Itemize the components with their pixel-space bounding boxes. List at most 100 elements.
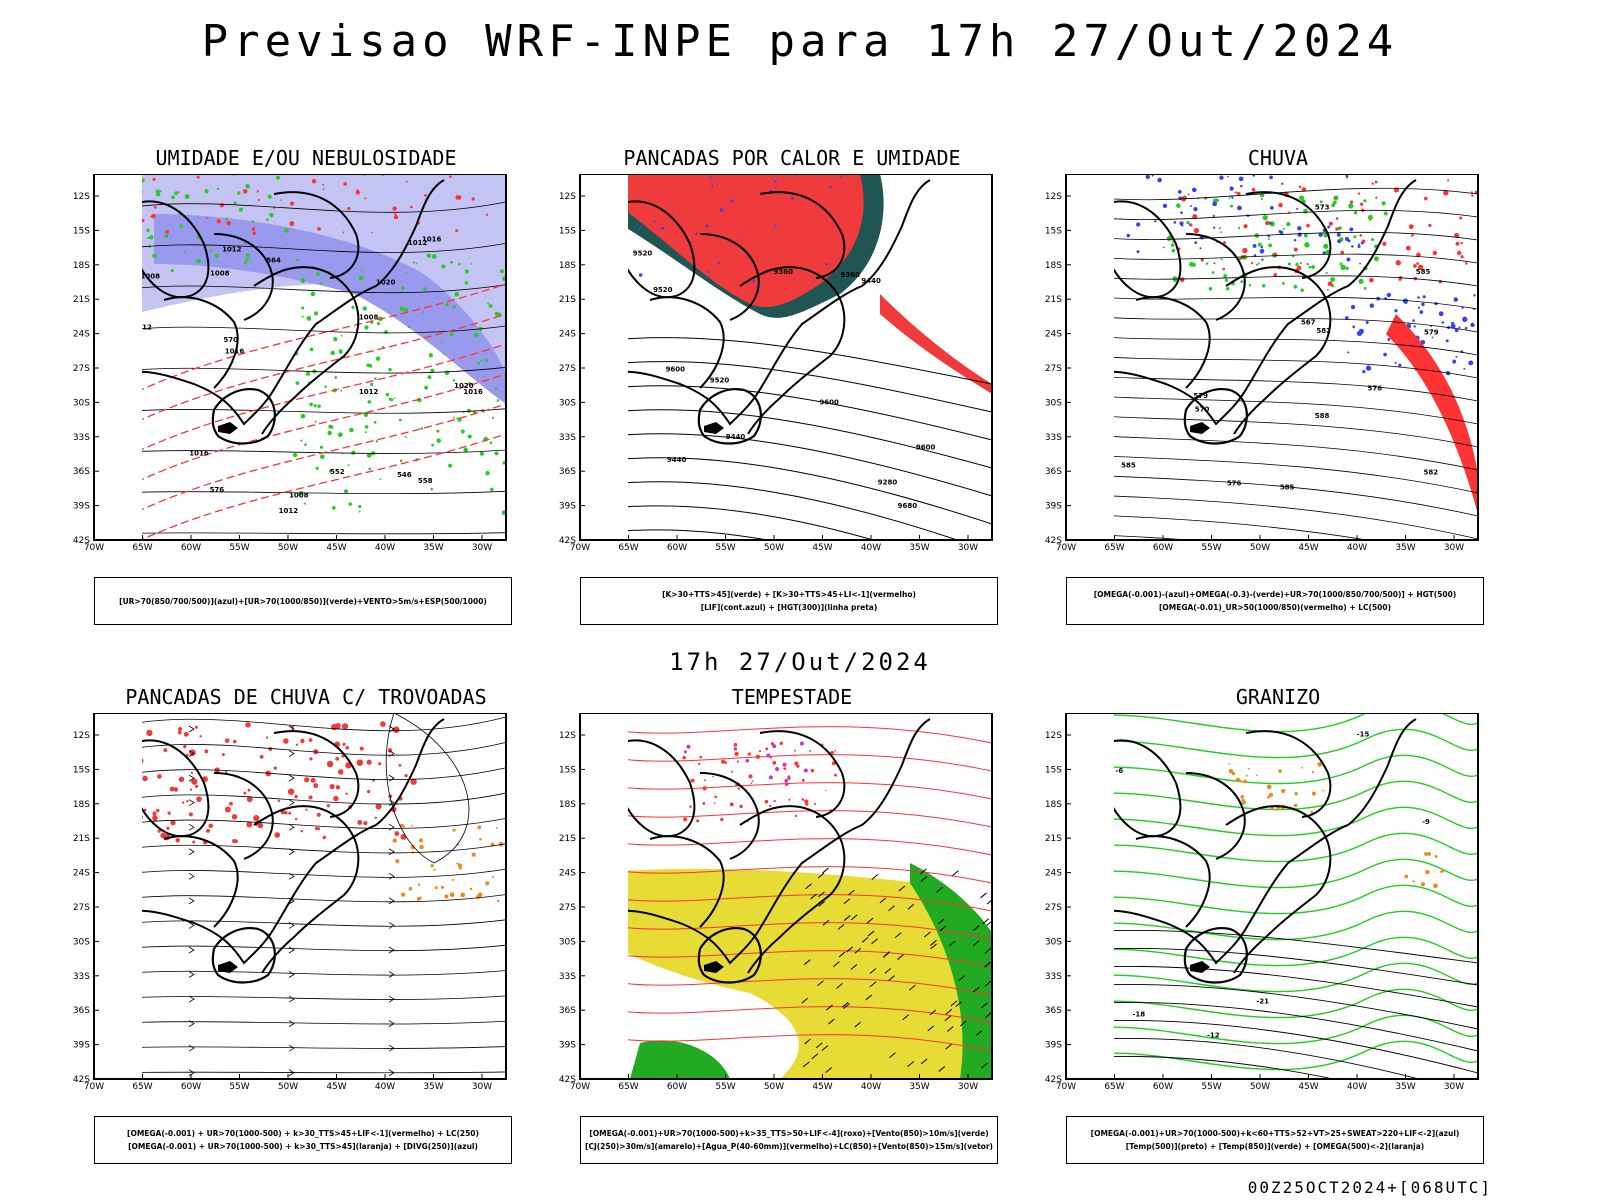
lon-tick-label: 40W — [1347, 543, 1367, 553]
contour-label: 9680 — [898, 502, 918, 510]
lon-tick-label: 35W — [1395, 543, 1415, 553]
lat-tick-label: 15S — [1045, 226, 1062, 236]
lon-tick-label: 40W — [375, 543, 395, 553]
lat-tick-label: 12S — [559, 192, 576, 202]
panel-title: GRANIZO — [1235, 685, 1321, 709]
lat-tick-label: 15S — [73, 765, 90, 775]
lon-tick-label: 70W — [570, 1082, 590, 1092]
lat-tick-label: 39S — [73, 1041, 90, 1051]
humidity-upper-core — [154, 214, 506, 404]
run-timestamp: 00Z25OCT2024+[068UTC] — [1247, 1178, 1492, 1197]
panel-title: TEMPESTADE — [731, 685, 853, 709]
panel-title: UMIDADE E/OU NEBULOSIDADE — [155, 146, 457, 170]
lat-tick-label: 15S — [559, 226, 576, 236]
contour-label: 564 — [266, 257, 281, 265]
lon-tick-label: 65W — [1104, 1082, 1124, 1092]
lon-tick-label: 50W — [278, 543, 298, 553]
legend-box: [OMEGA(-0.001)-(azul)+OMEGA(-0.3)-(verde… — [1066, 577, 1484, 625]
contour-label: 1016 — [463, 388, 483, 396]
legend-line: [OMEGA(-0.001)+UR>70(1000-500)+k<60+TTS>… — [1090, 1129, 1460, 1138]
contour-label: 1012 — [408, 239, 428, 247]
lon-tick-label: 70W — [570, 543, 590, 553]
lon-tick-label: 55W — [1201, 1082, 1221, 1092]
contour-label: 1008 — [289, 492, 309, 500]
legend-box: [OMEGA(-0.001) + UR>70(1000-500) + k>30_… — [94, 1116, 512, 1164]
contour-label: 9280 — [878, 479, 898, 487]
lat-tick-label: 12S — [1045, 731, 1062, 741]
panel-title: CHUVA — [1247, 146, 1309, 170]
lat-tick-label: 39S — [1045, 502, 1062, 512]
lat-tick-label: 15S — [1045, 765, 1062, 775]
contour-label: 1016 — [422, 236, 442, 244]
lon-tick-label: 30W — [1444, 1082, 1464, 1092]
map-frame — [1065, 174, 1479, 541]
panel-storm: TEMPESTADE 12S 15S 18S 21S 24S 27S 30S 33S 36S 39… — [532, 685, 1052, 1164]
lon-tick-label: 40W — [861, 1082, 881, 1092]
panel-rain: CHUVA 588 585 585 582 579 576 573 570 567 582 576 5… — [1018, 146, 1538, 625]
lon-tick-label: 50W — [1250, 1082, 1270, 1092]
legend-line: [UR>70(850/700/500)](azul)+[UR>70(1000/8… — [119, 596, 487, 606]
contour-label: 1008 — [141, 272, 161, 280]
uruguay-outline — [211, 927, 276, 984]
contour-label: 570 — [223, 336, 238, 344]
contour-label: 1016 — [225, 348, 245, 356]
lat-tick-label: 36S — [73, 1006, 90, 1016]
lon-tick-label: 45W — [1298, 543, 1318, 553]
contour-label: 9600 — [819, 398, 839, 406]
forecast-map: 1008 100810081008101210121012101610161016… — [73, 174, 507, 553]
contour-label: 570 — [1195, 406, 1210, 414]
legend-line: [OMEGA(-0.001) + UR>70(1000-500) + k>30_… — [127, 1129, 479, 1138]
lat-tick-label: 12S — [559, 731, 576, 741]
lat-tick-label: 21S — [1045, 834, 1062, 844]
lon-tick-label: 50W — [764, 543, 784, 553]
contour-label: 585 — [1416, 268, 1431, 276]
lon-tick-label: 50W — [764, 1082, 784, 1092]
contour-label: -9 — [1422, 818, 1430, 826]
map-frame — [579, 174, 993, 541]
lon-tick-label: 45W — [812, 1082, 832, 1092]
lat-tick-label: 21S — [73, 295, 90, 305]
lat-tick-label: 36S — [73, 467, 90, 477]
contour-label: 585 — [1121, 462, 1136, 470]
contour-label: 9360 — [840, 271, 860, 279]
legend-box: [OMEGA(-0.001)+UR>70(1000-500)+k<60+TTS>… — [1066, 1116, 1484, 1164]
lat-tick-label: 18S — [1045, 261, 1062, 271]
lat-tick-label: 33S — [73, 972, 90, 982]
lat-tick-label: 21S — [559, 295, 576, 305]
lat-tick-label: 21S — [559, 834, 576, 844]
contour-label: -18 — [1133, 1010, 1146, 1018]
lon-tick-label: 65W — [132, 543, 152, 553]
lat-tick-label: 27S — [559, 903, 576, 913]
contour-label: 558 — [418, 477, 433, 485]
lat-tick-label: 30S — [559, 398, 576, 408]
lat-tick-label: 42S — [1045, 536, 1062, 546]
lon-tick-label: 50W — [1250, 543, 1270, 553]
contour-label: -21 — [1256, 997, 1269, 1005]
lat-tick-label: 33S — [559, 433, 576, 443]
contour-label: 567 — [1301, 319, 1316, 327]
lat-tick-label: 24S — [559, 330, 576, 340]
lat-tick-label: 30S — [1045, 398, 1062, 408]
contour-label: 582 — [1424, 468, 1439, 476]
lat-tick-label: 18S — [1045, 800, 1062, 810]
lon-tick-label: 55W — [229, 1082, 249, 1092]
lon-tick-label: 60W — [181, 1082, 201, 1092]
contour-label: 582 — [1316, 327, 1331, 335]
lat-tick-label: 36S — [1045, 1006, 1062, 1016]
legend-line: [CJ(250)>30m/s](amarelo)+[Agua_P(40-60mm… — [585, 1142, 993, 1151]
contour-label: -12 — [1207, 1031, 1220, 1039]
legend-box: [K>30+TTS>45](verde) + [K>30+TTS>45+LI<-… — [580, 577, 998, 625]
contour-label: 576 — [210, 486, 225, 494]
lon-tick-label: 40W — [1347, 1082, 1367, 1092]
lon-tick-label: 40W — [375, 1082, 395, 1092]
panel-heat-showers: PANCADAS POR CALOR E UMIDADE 9680 9600 960… — [532, 146, 1052, 625]
lat-tick-label: 36S — [1045, 467, 1062, 477]
lat-tick-label: 15S — [559, 765, 576, 775]
contour-label: 9520 — [633, 249, 653, 257]
lon-tick-label: 60W — [1153, 1082, 1173, 1092]
lat-tick-label: 27S — [73, 903, 90, 913]
contour-label: 1008 — [210, 269, 230, 277]
contour-label: -6 — [1115, 767, 1123, 775]
